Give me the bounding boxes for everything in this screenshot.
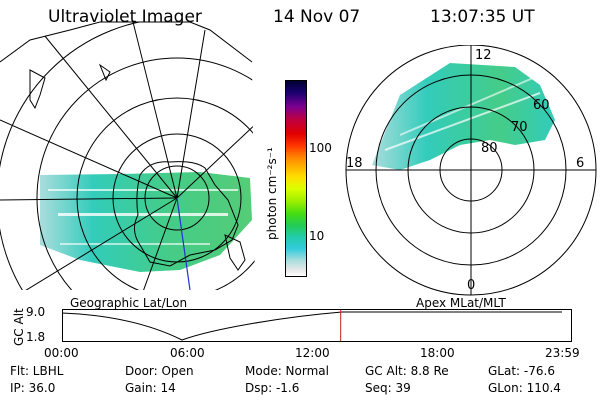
- orbit-ytick-1-8: 1.8: [26, 330, 46, 344]
- apex-polar-plot: 12 18 6 0 60 70 80: [345, 45, 597, 296]
- info-glon: GLon: 110.4: [488, 381, 561, 395]
- date-label: 14 Nov 07: [273, 7, 361, 27]
- info-glat: GLat: -76.6: [488, 364, 555, 378]
- info-ip: IP: 36.0: [10, 381, 56, 395]
- colorbar-tick-100: 100: [309, 141, 332, 155]
- time-label: 13:07:35 UT: [430, 7, 535, 27]
- orbit-ytick-9: 9.0: [26, 305, 46, 319]
- info-dsp: Dsp: -1.6: [245, 381, 300, 395]
- info-seq: Seq: 39: [365, 381, 411, 395]
- apex-emission-region: [372, 63, 555, 170]
- info-gain: Gain: 14: [125, 381, 176, 395]
- colorbar-tick-10: 10: [309, 229, 325, 243]
- colorbar-unit-label: photon cm⁻²s⁻¹: [265, 147, 279, 240]
- mlat-label-80: 80: [481, 141, 498, 156]
- orbit-altitude-plot: [62, 309, 572, 342]
- mlt-label-12: 12: [475, 48, 492, 63]
- mlt-label-0: 0: [467, 278, 475, 293]
- mlt-label-6: 6: [576, 156, 584, 171]
- info-door: Door: Open: [125, 364, 194, 378]
- orbit-xtick-0: 00:00: [44, 346, 79, 360]
- info-mode: Mode: Normal: [245, 364, 329, 378]
- orbit-xtick-2: 12:00: [295, 346, 330, 360]
- geo-emission-region: [40, 172, 252, 272]
- mlt-label-18: 18: [346, 156, 363, 171]
- apex-panel-label: Apex MLat/MLT: [416, 296, 506, 310]
- colorbar: [285, 80, 307, 277]
- mlat-label-60: 60: [533, 98, 550, 113]
- orbit-ylabel: GC Alt: [12, 308, 26, 346]
- info-flt: Flt: LBHL: [10, 364, 64, 378]
- orbit-altitude-curve: [62, 311, 562, 341]
- geographic-map: [0, 21, 255, 290]
- info-gc-alt: GC Alt: 8.8 Re: [365, 364, 449, 378]
- orbit-xtick-4: 23:59: [545, 346, 580, 360]
- orbit-xtick-1: 06:00: [170, 346, 205, 360]
- orbit-xtick-3: 18:00: [420, 346, 455, 360]
- geo-panel-label: Geographic Lat/Lon: [70, 296, 188, 310]
- mlat-label-70: 70: [511, 120, 528, 135]
